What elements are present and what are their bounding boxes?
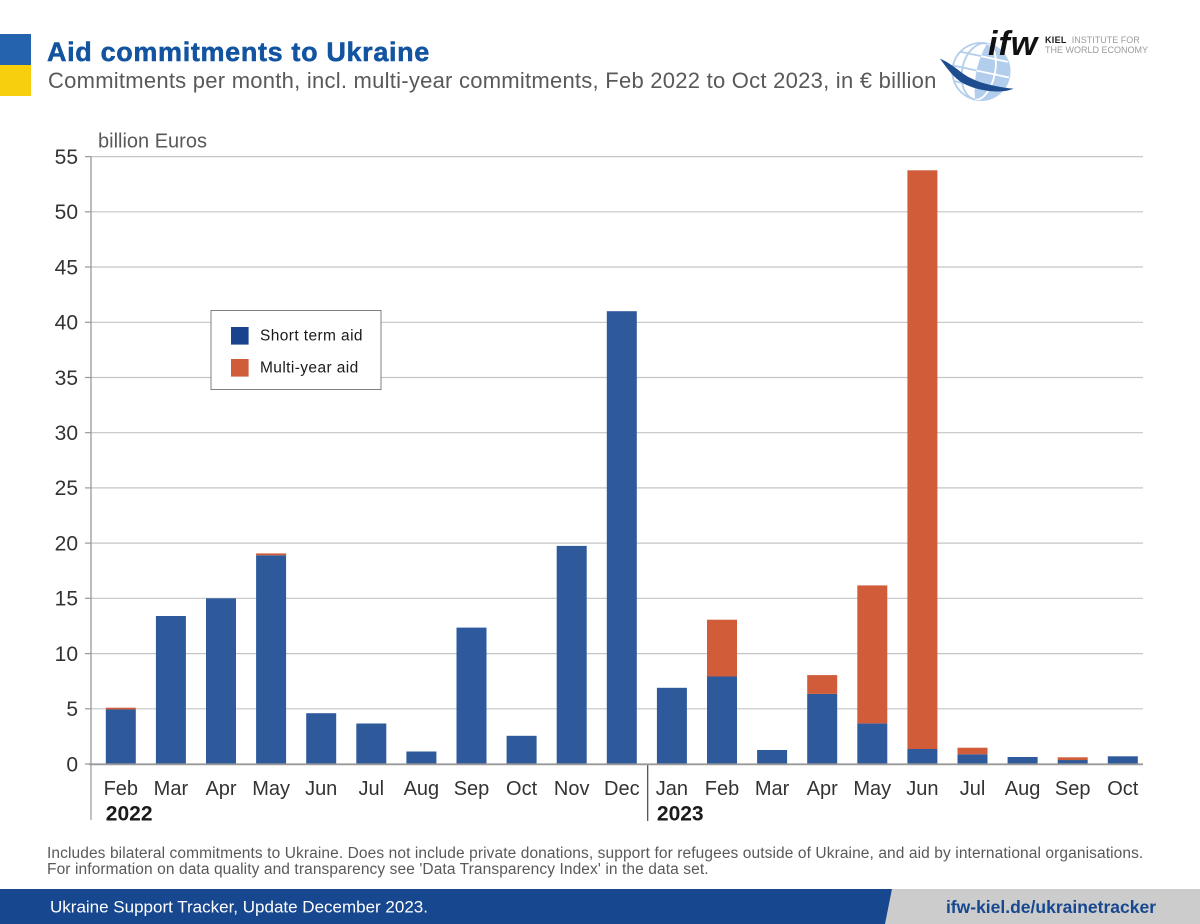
svg-text:40: 40 <box>55 312 78 335</box>
svg-text:Multi-year aid: Multi-year aid <box>260 360 359 377</box>
svg-text:Jul: Jul <box>359 778 385 800</box>
svg-text:Jan: Jan <box>656 778 688 800</box>
svg-text:Apr: Apr <box>807 778 838 800</box>
svg-text:Nov: Nov <box>554 778 590 800</box>
svg-text:Sep: Sep <box>454 778 490 800</box>
svg-text:Apr: Apr <box>205 778 236 800</box>
svg-text:50: 50 <box>55 201 78 224</box>
svg-text:THE WORLD ECONOMY: THE WORLD ECONOMY <box>1045 45 1148 55</box>
svg-text:45: 45 <box>55 256 78 279</box>
svg-text:0: 0 <box>66 753 78 776</box>
svg-text:May: May <box>252 778 290 800</box>
svg-text:Feb: Feb <box>705 778 739 800</box>
svg-text:Ukraine Support Tracker, Updat: Ukraine Support Tracker, Update December… <box>50 898 428 917</box>
svg-text:Aug: Aug <box>404 778 440 800</box>
svg-text:KIEL: KIEL <box>1045 35 1067 45</box>
svg-text:Feb: Feb <box>104 778 138 800</box>
svg-text:Jul: Jul <box>960 778 986 800</box>
svg-text:55: 55 <box>55 146 78 169</box>
svg-text:10: 10 <box>55 643 78 666</box>
svg-text:Sep: Sep <box>1055 778 1091 800</box>
svg-text:Dec: Dec <box>604 778 640 800</box>
svg-text:Short term aid: Short term aid <box>260 328 363 345</box>
svg-text:ifw: ifw <box>988 25 1040 63</box>
svg-text:2022: 2022 <box>106 803 153 826</box>
svg-text:Jun: Jun <box>305 778 337 800</box>
svg-text:Mar: Mar <box>154 778 189 800</box>
svg-text:May: May <box>853 778 891 800</box>
svg-text:25: 25 <box>55 477 78 500</box>
svg-text:20: 20 <box>55 532 78 555</box>
svg-text:15: 15 <box>55 588 78 611</box>
svg-text:30: 30 <box>55 422 78 445</box>
svg-text:Oct: Oct <box>1107 778 1139 800</box>
svg-text:Jun: Jun <box>906 778 938 800</box>
svg-text:2023: 2023 <box>657 803 704 826</box>
svg-text:Oct: Oct <box>506 778 538 800</box>
svg-text:5: 5 <box>66 698 78 721</box>
svg-text:Aug: Aug <box>1005 778 1041 800</box>
svg-text:INSTITUTE FOR: INSTITUTE FOR <box>1072 35 1140 45</box>
svg-text:ifw-kiel.de/ukrainetracker: ifw-kiel.de/ukrainetracker <box>946 897 1156 917</box>
svg-text:Mar: Mar <box>755 778 790 800</box>
svg-text:35: 35 <box>55 367 78 390</box>
svg-text:billion Euros: billion Euros <box>98 131 207 153</box>
